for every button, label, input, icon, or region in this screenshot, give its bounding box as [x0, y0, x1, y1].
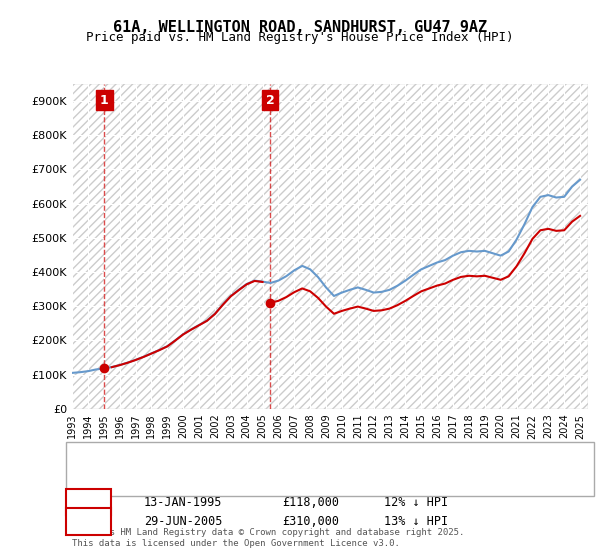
- Text: 29-JUN-2005: 29-JUN-2005: [144, 515, 223, 529]
- Text: Price paid vs. HM Land Registry's House Price Index (HPI): Price paid vs. HM Land Registry's House …: [86, 31, 514, 44]
- Text: 1: 1: [85, 496, 92, 509]
- Text: 61A, WELLINGTON ROAD, SANDHURST, GU47 9AZ: 61A, WELLINGTON ROAD, SANDHURST, GU47 9A…: [113, 20, 487, 35]
- Text: £118,000: £118,000: [282, 496, 339, 509]
- Text: 2: 2: [266, 94, 275, 107]
- Text: Contains HM Land Registry data © Crown copyright and database right 2025.
This d: Contains HM Land Registry data © Crown c…: [72, 528, 464, 548]
- Text: 12% ↓ HPI: 12% ↓ HPI: [384, 496, 448, 509]
- Text: HPI: Average price, detached house, Bracknell Forest: HPI: Average price, detached house, Brac…: [96, 473, 421, 483]
- Text: 13% ↓ HPI: 13% ↓ HPI: [384, 515, 448, 529]
- Text: £310,000: £310,000: [282, 515, 339, 529]
- Text: 2: 2: [85, 515, 92, 529]
- Text: 1: 1: [100, 94, 109, 107]
- Text: 61A, WELLINGTON ROAD, SANDHURST, GU47 9AZ (detached house): 61A, WELLINGTON ROAD, SANDHURST, GU47 9A…: [96, 454, 458, 464]
- Text: 13-JAN-1995: 13-JAN-1995: [144, 496, 223, 509]
